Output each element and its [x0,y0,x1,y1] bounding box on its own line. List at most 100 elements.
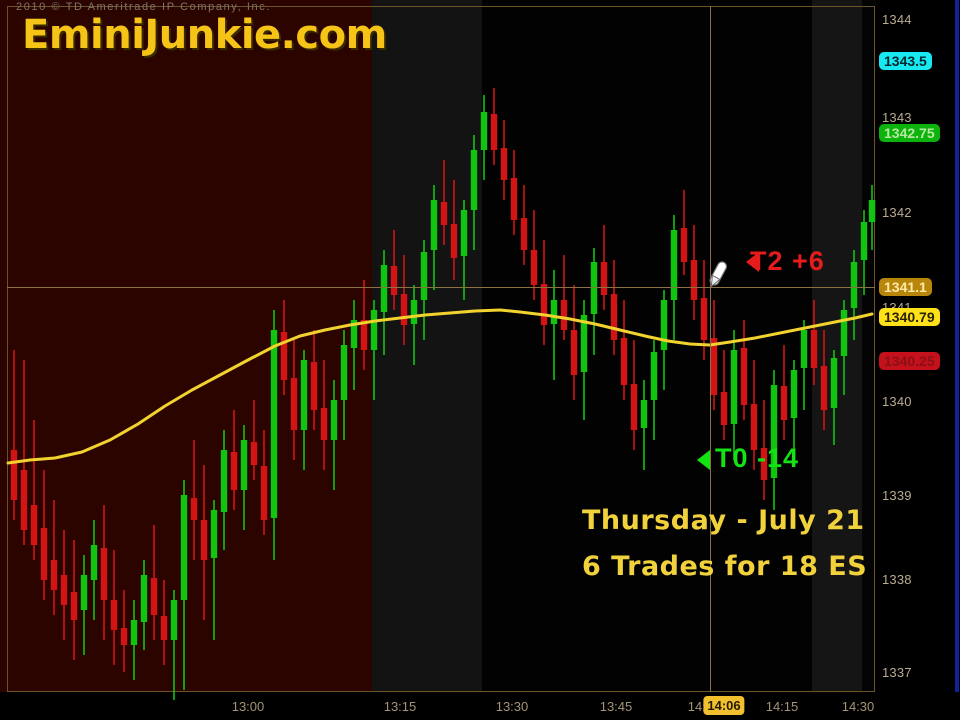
candle-body [710,338,718,395]
trade-summary-caption: Thursday - July 21 6 Trades for 18 ES [582,498,867,590]
price-tick: 1343 [882,110,912,125]
candle-body [610,294,618,340]
time-tick: 13:15 [383,699,417,714]
candle-body [620,338,628,385]
candle-body [510,178,518,220]
time-tick: 13:00 [231,699,265,714]
candle-body [80,575,88,610]
candle-body [360,320,368,350]
candle-body [20,470,28,530]
candle-body [560,300,568,330]
caption-line-date: Thursday - July 21 [582,505,865,536]
candle-body [580,315,588,372]
candle-body [480,112,488,150]
candle-body [600,262,608,295]
candle-body [540,284,548,325]
ask-tag[interactable]: 1343.5 [879,52,932,70]
candle-body [180,495,188,600]
session-zone-a [372,0,482,720]
candle-body [500,148,508,180]
candle-body [760,448,768,480]
price-tick: 1339 [882,488,912,503]
price-tick: 1338 [882,572,912,587]
candle-body [340,345,348,400]
candle-body [150,578,158,615]
candle-body [800,330,808,368]
candle-body [160,616,168,640]
candle-body [300,360,308,430]
candle-body [860,222,868,260]
candle-body [170,600,178,640]
price-axis[interactable]: 134413431342134113401339133813371343.513… [876,0,960,720]
candle-body [10,450,18,500]
moving-average-line [6,308,874,465]
target0-arrow-icon [697,450,710,470]
window-edge-accent [955,0,959,720]
candle-body [140,575,148,622]
mouse-cursor-icon [709,261,728,288]
session-zone-b [482,0,812,720]
candle-body [90,545,98,580]
candle-body [330,400,338,440]
crosshair-price-tag[interactable]: 1341.1 [879,278,932,296]
time-tick: 13:45 [599,699,633,714]
candle-body [120,628,128,645]
candle-body [430,200,438,250]
candle-body [200,520,208,560]
candle-body [730,350,738,424]
time-tick: 14:30 [841,699,875,714]
time-tick: 13:30 [495,699,529,714]
candle-body [650,352,658,400]
candle-body [280,332,288,380]
time-tick: 14:15 [765,699,799,714]
candle-body [230,452,238,490]
low-tag[interactable]: 1340.25 [879,352,940,370]
candle-body [720,392,728,425]
candle-body [410,300,418,324]
candle-body [850,262,858,308]
candle-body [110,600,118,630]
candle-body [700,298,708,340]
candle-body [130,620,138,645]
candle-body [100,548,108,600]
price-tick: 1344 [882,12,912,27]
candle-body [590,262,598,314]
crosshair-horizontal-line [7,287,875,288]
copyright-notice: 2010 © TD Ameritrade IP Company, Inc. [16,1,272,13]
candle-body [680,228,688,262]
candle-body [310,362,318,410]
candle-body [740,348,748,405]
price-tick: 1342 [882,205,912,220]
candle-body [440,202,448,225]
candle-body [570,330,578,375]
candle-body [270,330,278,518]
candle-body [690,260,698,300]
last-price-tag[interactable]: 1340.79 [879,308,940,326]
candle-body [260,466,268,520]
crosshair-time-badge[interactable]: 14:06 [703,696,745,715]
candle-body [60,575,68,605]
candle-body [370,310,378,350]
candle-body [220,450,228,512]
session-zone-d [862,0,876,720]
candle-body [630,384,638,430]
candle-body [460,210,468,256]
candle-body [810,330,818,368]
candle-body [868,200,876,222]
candle-body [790,370,798,418]
candle-body [490,114,498,150]
candle-body [50,560,58,590]
candle-body [670,230,678,300]
high-tag[interactable]: 1342.75 [879,124,940,142]
candle-body [400,294,408,325]
candle-body [320,408,328,440]
candle-body [550,300,558,324]
crosshair-vertical-line [710,6,711,692]
candle-body [70,592,78,620]
candle-body [190,498,198,520]
target2-label: T2 +6 [750,246,825,276]
candle-body [210,510,218,558]
